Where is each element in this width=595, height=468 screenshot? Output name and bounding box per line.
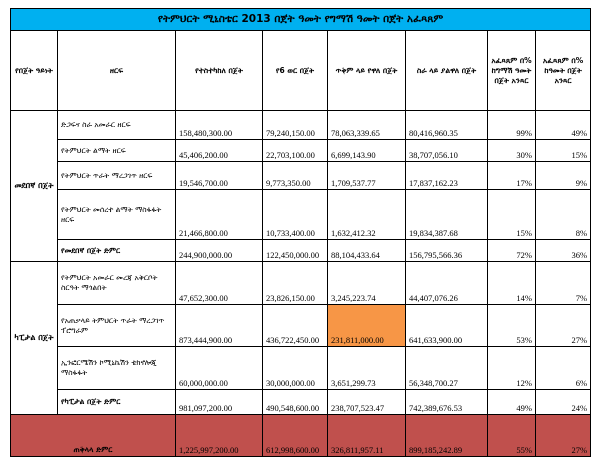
- amount-cell: 899,185,242.89: [405, 414, 488, 457]
- amount-cell: 326,811,957.11: [327, 414, 406, 457]
- amount-cell: 88,104,433.64: [327, 239, 406, 262]
- percent-cell: 36%: [534, 239, 592, 262]
- amount-cell: 21,466,800.00: [175, 189, 263, 240]
- table-row: መደበኛ በጀት ድጋፍና ስራ አመራር ዘርፍ 158,480,300.00 79…: [10, 110, 592, 262]
- column-header: ጥቅም ላይ የዋለ በጀት: [327, 30, 406, 111]
- column-header: አፈጻጸም በ% ከዓመት በጀት አንጻር: [534, 30, 592, 111]
- amount-cell: 23,826,150.00: [262, 261, 328, 305]
- percent-cell: 99%: [487, 110, 536, 140]
- budget-table: የትምህርት ሚኒስቴር 2013 በጀት ዓመት የግማሽ ዓመት በጀት አ…: [9, 8, 592, 457]
- table-row: የትምህርት መሰረተ ልማት ማስፋፋት ዘርፍ 21,466,800.00 10…: [11, 189, 592, 240]
- group-label: ካፒታል በጀት: [10, 261, 58, 415]
- sheet: የትምህርት ሚኒስቴር 2013 በጀት ዓመት የግማሽ ዓመት በጀት አ…: [9, 8, 592, 457]
- sector-name: የትምህርት ልማት ዘርፍ: [57, 139, 176, 162]
- amount-cell: 9,773,350.00: [262, 161, 328, 190]
- amount-cell: 79,240,150.00: [262, 110, 328, 140]
- column-header: ስራ ላይ ያልዋለ በጀት: [405, 30, 488, 111]
- percent-cell: 6%: [534, 346, 592, 390]
- table-title: የትምህርት ሚኒስቴር 2013 በጀት ዓመት የግማሽ ዓመት በጀት አ…: [9, 8, 592, 31]
- column-header: ዘርፍ: [57, 30, 176, 111]
- percent-cell: 8%: [534, 189, 592, 240]
- percent-cell: 15%: [487, 189, 536, 240]
- amount-cell: 238,707,523.47: [327, 389, 406, 415]
- amount-cell: 873,444,900.00: [175, 304, 263, 347]
- sector-name: የካፒታል በጀት ድምር: [57, 389, 176, 415]
- table-row: ካፒታል በጀት የትምህርት አመራር መረጃ አቅርቦት ስርዓት ማጎልበት…: [10, 261, 592, 415]
- sector-name: ኢንፎርሜሽን ኮሚኒኬሽን ቴክኖሎጂ ማስፋፋት: [57, 346, 176, 390]
- percent-cell: 12%: [487, 346, 536, 390]
- amount-cell: 6,699,143.90: [327, 139, 406, 162]
- percent-cell: 30%: [487, 139, 536, 162]
- table-row: የትምህርት ሚኒስቴር 2013 በጀት ዓመት የግማሽ ዓመት በጀት አ…: [9, 8, 592, 31]
- percent-cell: 49%: [487, 389, 536, 415]
- percent-cell: 72%: [487, 239, 536, 262]
- table-row: የመደበኛ በጀት ድምር 244,900,000.00 122,450,000.0…: [11, 239, 592, 262]
- amount-cell: 44,407,076.26: [405, 261, 488, 305]
- table-row: ኢንፎርሜሽን ኮሚኒኬሽን ቴክኖሎጂ ማስፋፋት 60,000,000.00 3…: [11, 346, 592, 390]
- amount-cell: 1,632,412.32: [327, 189, 406, 240]
- column-header: የተስተካከለ በጀት: [175, 30, 263, 111]
- amount-cell: 3,245,223.74: [327, 261, 406, 305]
- amount-cell: 1,225,997,200.00: [175, 414, 263, 457]
- amount-cell: 641,633,900.00: [405, 304, 488, 347]
- table-row: የትምህርት ልማት ዘርፍ 45,406,200.00 22,703,100.00…: [11, 139, 592, 162]
- amount-cell: 10,733,400.00: [262, 189, 328, 240]
- sector-name: የትምህርት አመራር መረጃ አቅርቦት ስርዓት ማጎልበት: [57, 261, 176, 305]
- column-header: አፈጻጸም በ% ከግማሽ ዓመት በጀት አንጻር: [487, 30, 536, 111]
- percent-cell: 27%: [534, 414, 592, 457]
- table-row: የትምህርት ጥራት ማረጋገጥ ዘርፍ 19,546,700.00 9,773,3…: [11, 161, 592, 190]
- amount-cell: 47,652,300.00: [175, 261, 263, 305]
- percent-cell: 7%: [534, 261, 592, 305]
- percent-cell: 15%: [534, 139, 592, 162]
- column-header: የ6 ወር በጀት: [262, 30, 328, 111]
- percent-cell: 55%: [487, 414, 536, 457]
- amount-cell: 158,480,300.00: [175, 110, 263, 140]
- amount-cell: 156,795,566.36: [405, 239, 488, 262]
- amount-cell: 78,063,339.65: [327, 110, 406, 140]
- amount-cell: 231,811,000.00: [327, 304, 406, 347]
- total-label: ጠቅላላ ድምር: [10, 414, 176, 457]
- amount-cell: 17,837,162.23: [405, 161, 488, 190]
- amount-cell: 122,450,000.00: [262, 239, 328, 262]
- sector-name: የአጠቃላይ ትምህርት ጥራት ማረጋገጥ ፕሮግራም: [57, 304, 176, 347]
- amount-cell: 56,348,700.27: [405, 346, 488, 390]
- sector-name: የትምህርት ጥራት ማረጋገጥ ዘርፍ: [57, 161, 176, 190]
- percent-cell: 49%: [534, 110, 592, 140]
- percent-cell: 17%: [487, 161, 536, 190]
- amount-cell: 19,834,387.68: [405, 189, 488, 240]
- amount-cell: 3,651,299.73: [327, 346, 406, 390]
- amount-cell: 742,389,676.53: [405, 389, 488, 415]
- table-row: ጠቅላላ ድምር 1,225,997,200.00 612,998,600.00 32…: [10, 414, 592, 457]
- column-header: የበጀት ዓይነት: [10, 30, 58, 111]
- amount-cell: 1,709,537.77: [327, 161, 406, 190]
- amount-cell: 490,548,600.00: [262, 389, 328, 415]
- amount-cell: 45,406,200.00: [175, 139, 263, 162]
- group-label: መደበኛ በጀት: [10, 110, 58, 262]
- amount-cell: 981,097,200.00: [175, 389, 263, 415]
- table-row: የአጠቃላይ ትምህርት ጥራት ማረጋገጥ ፕሮግራም 873,444,900.…: [11, 304, 592, 347]
- amount-cell: 30,000,000.00: [262, 346, 328, 390]
- percent-cell: 24%: [534, 389, 592, 415]
- percent-cell: 9%: [534, 161, 592, 190]
- amount-cell: 244,900,000.00: [175, 239, 263, 262]
- amount-cell: 436,722,450.00: [262, 304, 328, 347]
- amount-cell: 19,546,700.00: [175, 161, 263, 190]
- sector-name: የትምህርት መሰረተ ልማት ማስፋፋት ዘርፍ: [57, 189, 176, 240]
- table-row: የካፒታል በጀት ድምር 981,097,200.00 490,548,600.0…: [11, 389, 592, 415]
- percent-cell: 14%: [487, 261, 536, 305]
- percent-cell: 53%: [487, 304, 536, 347]
- amount-cell: 612,998,600.00: [262, 414, 328, 457]
- amount-cell: 38,707,056.10: [405, 139, 488, 162]
- percent-cell: 27%: [534, 304, 592, 347]
- amount-cell: 80,416,960.35: [405, 110, 488, 140]
- sector-name: የመደበኛ በጀት ድምር: [57, 239, 176, 262]
- amount-cell: 22,703,100.00: [262, 139, 328, 162]
- amount-cell: 60,000,000.00: [175, 346, 263, 390]
- sector-name: ድጋፍና ስራ አመራር ዘርፍ: [57, 110, 176, 140]
- table-row: የበጀት ዓይነት ዘርፍ የተስተካከለ በጀት የ6 ወር በጀት ጥቅም ላይ የ…: [10, 30, 592, 111]
